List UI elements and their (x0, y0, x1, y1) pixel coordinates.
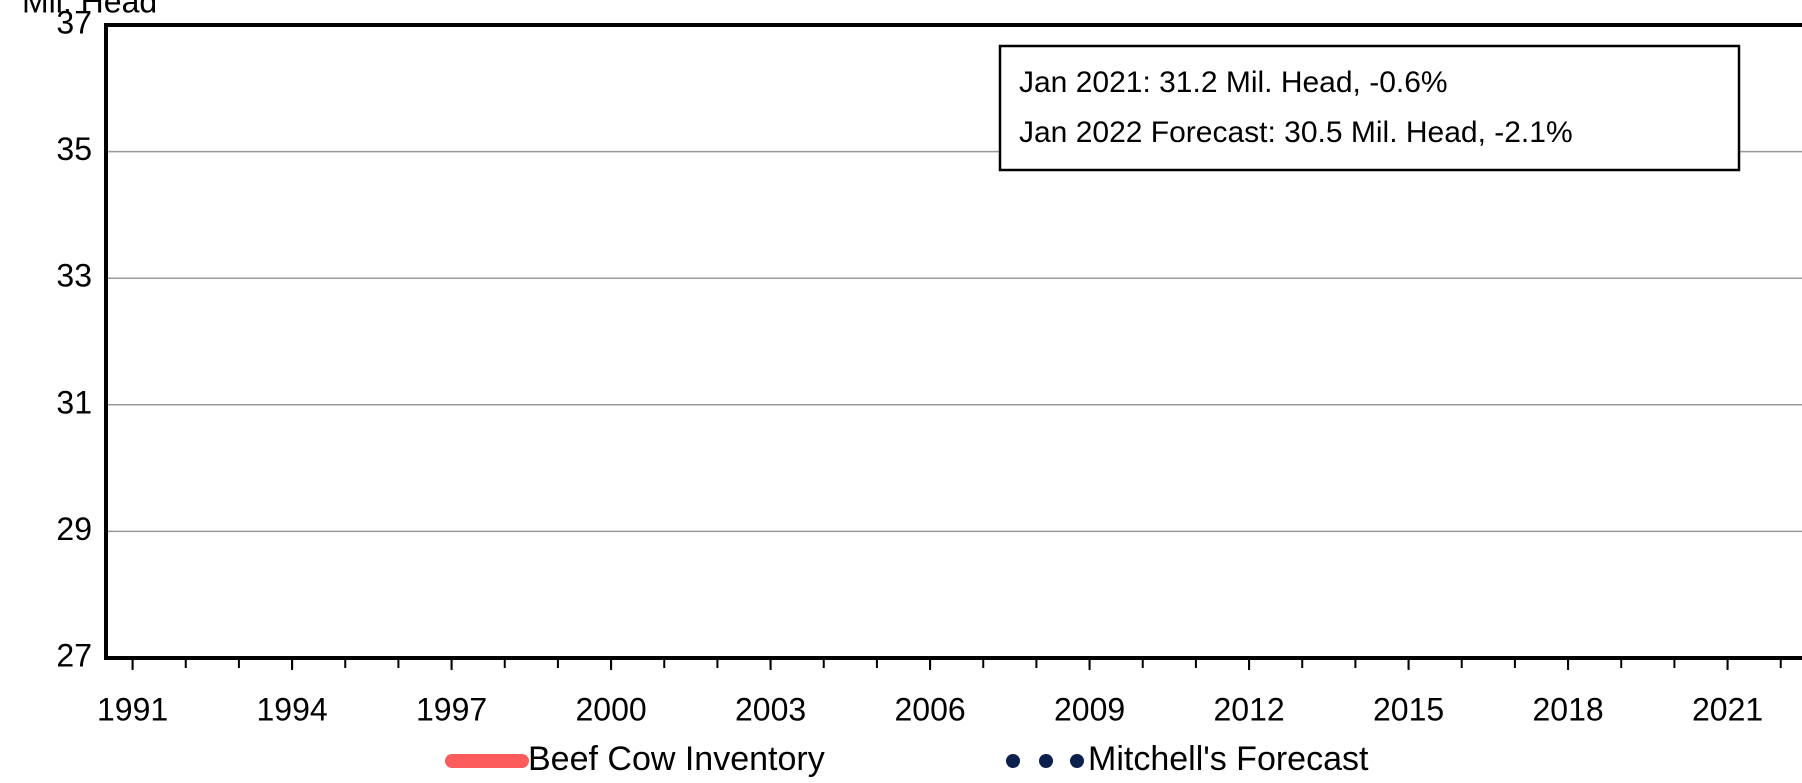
y-tick-label: 33 (56, 258, 92, 294)
x-tick-label: 2015 (1373, 691, 1444, 727)
legend-swatch (1070, 754, 1084, 768)
x-tick-label: 2021 (1692, 691, 1763, 727)
legend-swatch (1039, 754, 1053, 768)
x-tick-label: 1997 (416, 691, 487, 727)
y-axis-label: Mil. Head (22, 0, 157, 19)
legend-swatch (1006, 754, 1020, 768)
legend-label: Beef Cow Inventory (528, 740, 825, 778)
legend-label: Mitchell's Forecast (1088, 740, 1369, 778)
x-tick-label: 2003 (735, 691, 806, 727)
plot-frame (104, 23, 1802, 660)
y-tick-label: 35 (56, 131, 92, 167)
x-tick-label: 2006 (894, 691, 965, 727)
y-tick-label: 31 (56, 384, 92, 420)
x-tick-label: 2009 (1054, 691, 1125, 727)
y-tick-label: 27 (56, 637, 92, 673)
x-tick-label: 2000 (575, 691, 646, 727)
x-tick-label: 1991 (97, 691, 168, 727)
annotation-text: Jan 2021: 31.2 Mil. Head, -0.6% (1019, 66, 1448, 99)
y-tick-label: 29 (56, 511, 92, 547)
annotation-box (998, 44, 1741, 172)
x-tick-label: 1994 (256, 691, 327, 727)
x-tick-label: 2018 (1532, 691, 1603, 727)
y-tick-label: 37 (56, 4, 92, 40)
annotation-text: Jan 2022 Forecast: 30.5 Mil. Head, -2.1% (1019, 116, 1573, 149)
x-tick-label: 2012 (1213, 691, 1284, 727)
